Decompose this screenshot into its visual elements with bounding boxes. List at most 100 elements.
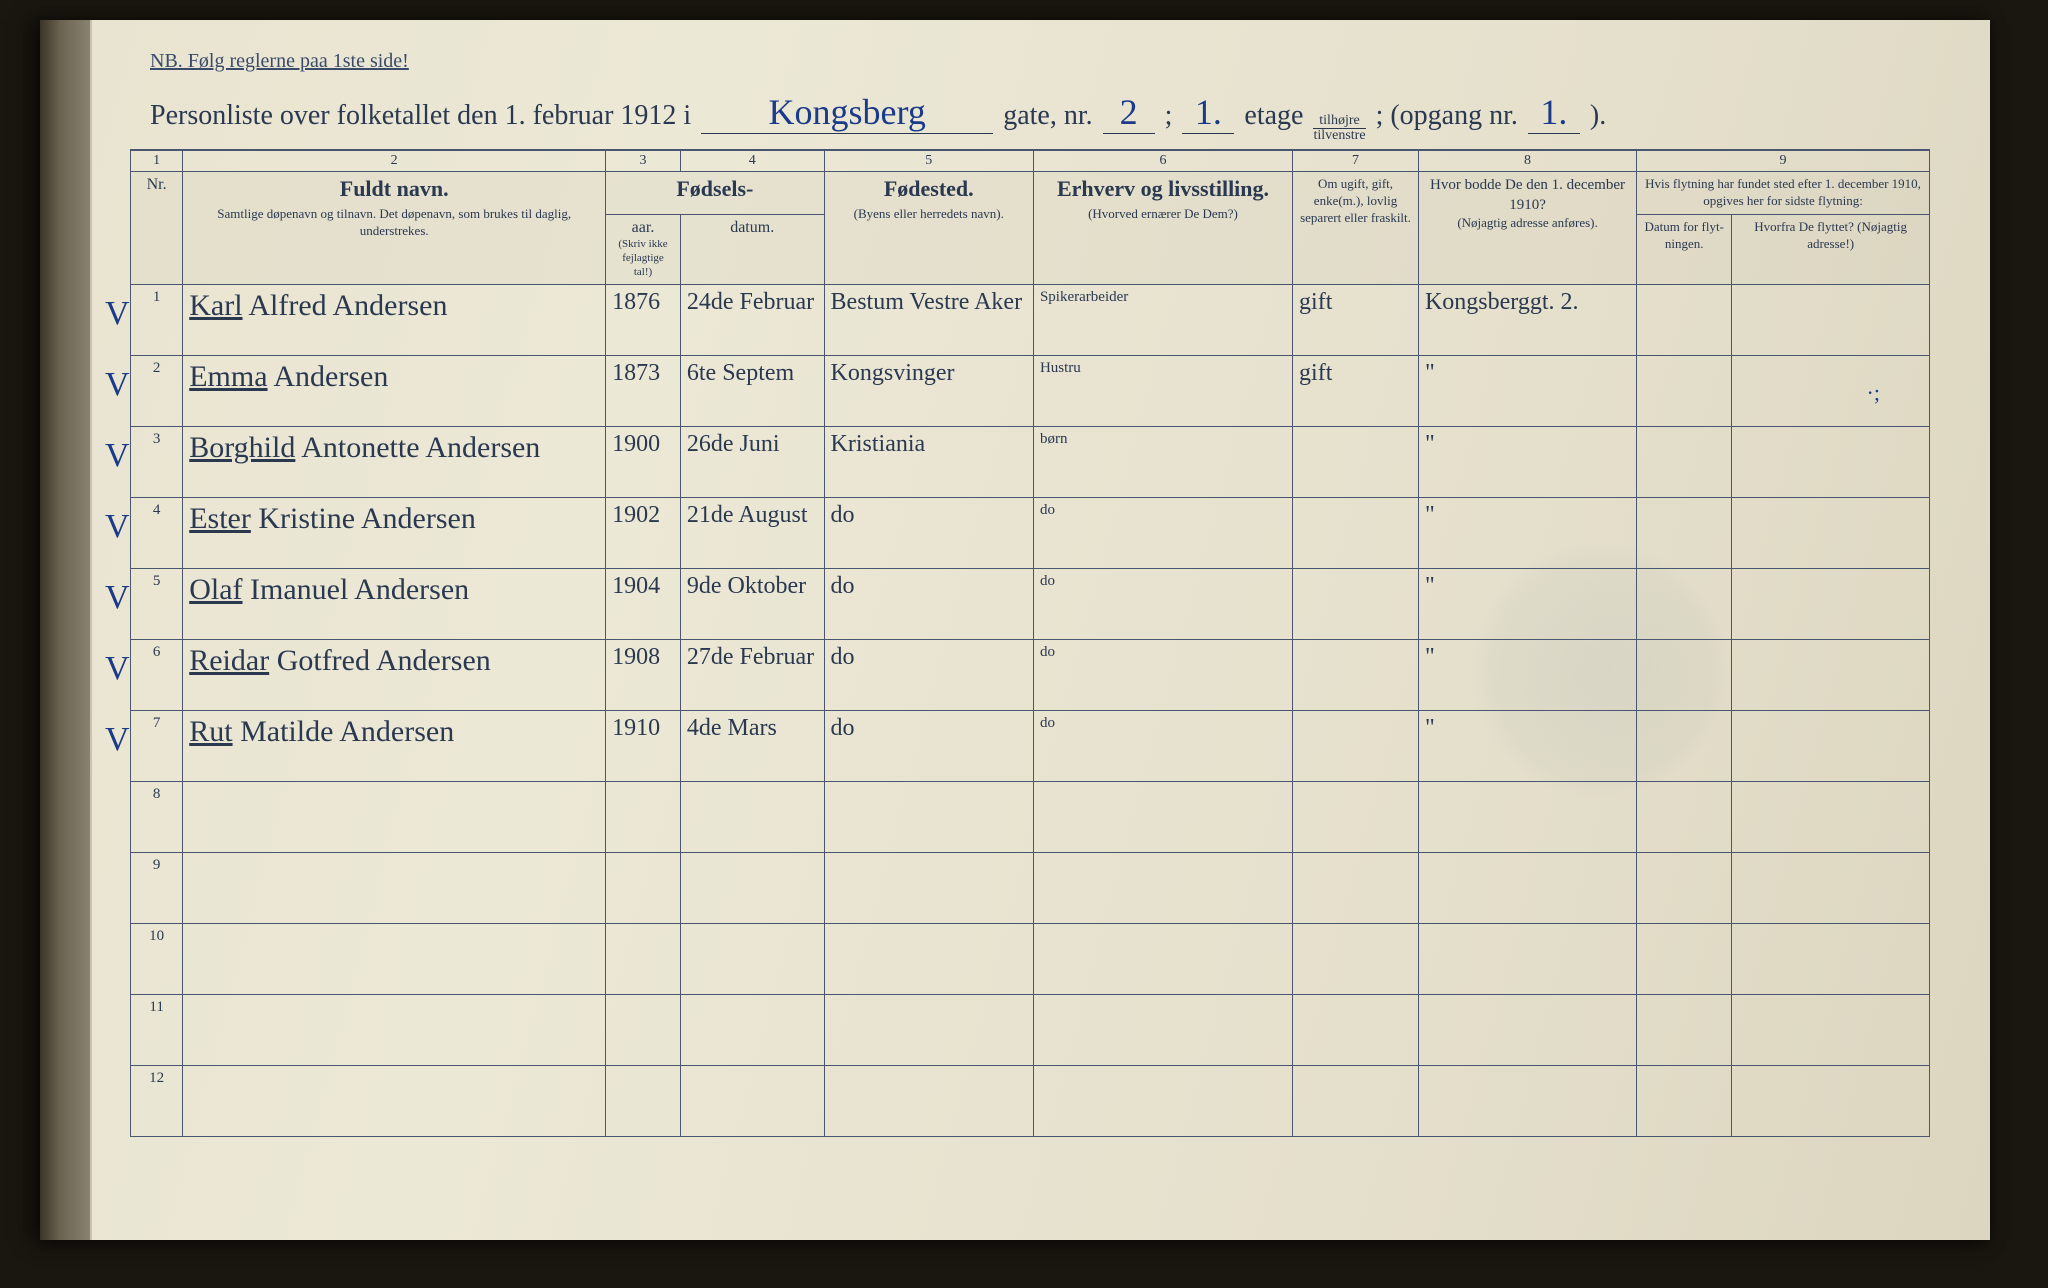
cell-prev-addr: " — [1418, 426, 1636, 497]
cell-date — [680, 994, 824, 1065]
hdr-place-big: Fødested. — [831, 176, 1027, 202]
cell-birthplace: Kristiania — [824, 426, 1033, 497]
hdr-occupation: Erhverv og livsstilling. (Hvorved ernære… — [1033, 172, 1292, 285]
cell-move-from — [1732, 497, 1930, 568]
cell-occupation: Spikerarbeider — [1033, 284, 1292, 355]
cell-year — [606, 852, 681, 923]
cell-prev-addr: " — [1418, 497, 1636, 568]
cell-move-from — [1732, 639, 1930, 710]
table-head: 1 2 3 4 5 6 7 8 9 Nr. Fuldt navn. Samtli… — [131, 150, 1930, 284]
table-row: 7VRut Matilde Andersen19104de Marsdodo" — [131, 710, 1930, 781]
cell-year: 1902 — [606, 497, 681, 568]
hdr-year-note: (Skriv ikke fejlagtige tal!) — [612, 237, 674, 280]
cell-date: 27de Februar — [680, 639, 824, 710]
cell-status — [1293, 781, 1419, 852]
name-underlined: Karl — [189, 289, 242, 322]
header-row-1: Nr. Fuldt navn. Samtlige døpenavn og til… — [131, 172, 1930, 215]
cell-move-from — [1732, 426, 1930, 497]
check-mark: V — [105, 366, 130, 404]
name-rest: Matilde Andersen — [233, 715, 455, 748]
etage-fill: 1. — [1182, 91, 1234, 134]
gate-label: gate, nr. — [1003, 100, 1092, 132]
cell-year — [606, 781, 681, 852]
cell-nr: 11 — [131, 994, 183, 1065]
cell-prev-addr: " — [1418, 710, 1636, 781]
check-mark: V — [105, 437, 130, 475]
cell-occupation: do — [1033, 497, 1292, 568]
cell-year: 1873 — [606, 355, 681, 426]
colnum-9: 9 — [1637, 150, 1930, 172]
hdr-status: Om ugift, gift, enke(m.), lovlig separer… — [1293, 172, 1419, 285]
cell-birthplace: do — [824, 497, 1033, 568]
cell-move-from — [1732, 781, 1930, 852]
hdr-addr-big: Hvor bodde De den 1. december 1910? — [1425, 176, 1630, 215]
cell-move-from — [1732, 923, 1930, 994]
check-mark: V — [105, 650, 130, 688]
side-top: tilhøjre — [1313, 114, 1365, 129]
cell-status — [1293, 852, 1419, 923]
colnum-1: 1 — [131, 150, 183, 172]
cell-birthplace: Kongsvinger — [824, 355, 1033, 426]
name-underlined: Emma — [189, 360, 267, 393]
cell-prev-addr — [1418, 1065, 1636, 1136]
table-row: 11 — [131, 994, 1930, 1065]
colnum-4: 4 — [680, 150, 824, 172]
cell-date — [680, 923, 824, 994]
cell-birthplace — [824, 781, 1033, 852]
cell-status: gift — [1293, 284, 1419, 355]
cell-name: Reidar Gotfred Andersen — [183, 639, 606, 710]
cell-status — [1293, 426, 1419, 497]
colnum-7: 7 — [1293, 150, 1419, 172]
colnum-8: 8 — [1418, 150, 1636, 172]
cell-prev-addr: " — [1418, 355, 1636, 426]
cell-birthplace: do — [824, 639, 1033, 710]
cell-name: Borghild Antonette Andersen — [183, 426, 606, 497]
cell-occupation — [1033, 1065, 1292, 1136]
check-mark: V — [105, 579, 130, 617]
cell-date — [680, 852, 824, 923]
name-rest: Imanuel Andersen — [243, 573, 470, 606]
check-mark: V — [105, 508, 130, 546]
cell-nr: 1V — [131, 284, 183, 355]
cell-occupation: Hustru — [1033, 355, 1292, 426]
name-underlined: Rut — [189, 715, 232, 748]
cell-nr: 7V — [131, 710, 183, 781]
cell-date: 9de Oktober — [680, 568, 824, 639]
cell-move-date — [1637, 568, 1732, 639]
cell-occupation — [1033, 994, 1292, 1065]
hdr-move-txt: Hvis flytning har fundet sted efter 1. d… — [1643, 176, 1923, 210]
cell-move-date — [1637, 497, 1732, 568]
cell-occupation — [1033, 852, 1292, 923]
cell-move-from — [1732, 710, 1930, 781]
cell-occupation: do — [1033, 639, 1292, 710]
cell-status — [1293, 994, 1419, 1065]
cell-prev-addr: Kongsberggt. 2. — [1418, 284, 1636, 355]
hdr-name-sub: Samtlige døpenavn og tilnavn. Det døpena… — [189, 206, 599, 240]
table-row: 8 — [131, 781, 1930, 852]
cell-occupation — [1033, 923, 1292, 994]
cell-name: Rut Matilde Andersen — [183, 710, 606, 781]
cell-birthplace — [824, 1065, 1033, 1136]
table-row: 3VBorghild Antonette Andersen190026de Ju… — [131, 426, 1930, 497]
census-table: 1 2 3 4 5 6 7 8 9 Nr. Fuldt navn. Samtli… — [130, 149, 1930, 1137]
page-spine — [40, 20, 92, 1240]
column-numbers-row: 1 2 3 4 5 6 7 8 9 — [131, 150, 1930, 172]
cell-date — [680, 1065, 824, 1136]
name-rest: Andersen — [268, 360, 389, 393]
hdr-date: datum. — [680, 214, 824, 284]
table-row: 6VReidar Gotfred Andersen190827de Februa… — [131, 639, 1930, 710]
table-row: 12 — [131, 1065, 1930, 1136]
cell-name — [183, 781, 606, 852]
hdr-place-sub: (Byens eller herredets navn). — [831, 206, 1027, 223]
hdr-move-date-txt: Datum for flyt-ningen. — [1643, 219, 1725, 253]
cell-occupation: do — [1033, 568, 1292, 639]
close-paren: ). — [1590, 100, 1606, 132]
colnum-3: 3 — [606, 150, 681, 172]
cell-move-from — [1732, 284, 1930, 355]
cell-year: 1900 — [606, 426, 681, 497]
cell-year — [606, 923, 681, 994]
census-page: ·; NB. Følg reglerne paa 1ste side! Pers… — [40, 20, 1990, 1240]
side-fraction: tilhøjre tilvenstre — [1313, 114, 1365, 143]
cell-move-date — [1637, 852, 1732, 923]
hdr-move-from: Hvorfra De flyttet? (Nøjagtig adresse!) — [1732, 214, 1930, 284]
